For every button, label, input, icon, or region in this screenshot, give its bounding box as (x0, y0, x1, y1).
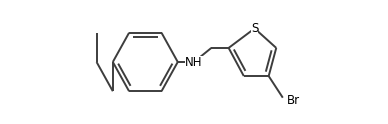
Text: NH: NH (185, 56, 203, 68)
Text: S: S (251, 22, 258, 35)
Text: Br: Br (287, 94, 300, 108)
